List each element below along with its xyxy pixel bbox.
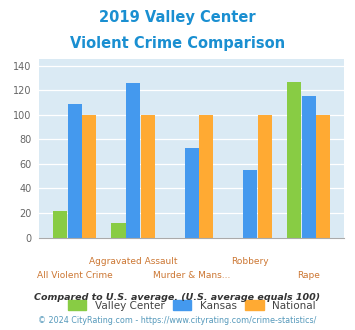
Text: Robbery: Robbery — [231, 257, 269, 266]
Bar — [53, 211, 67, 238]
Legend: Valley Center, Kansas, National: Valley Center, Kansas, National — [64, 296, 320, 315]
Bar — [185, 148, 199, 238]
Text: Violent Crime Comparison: Violent Crime Comparison — [70, 36, 285, 51]
Text: All Violent Crime: All Violent Crime — [37, 271, 113, 280]
Text: Rape: Rape — [297, 271, 320, 280]
Text: Murder & Mans...: Murder & Mans... — [153, 271, 230, 280]
Bar — [82, 115, 96, 238]
Text: 2019 Valley Center: 2019 Valley Center — [99, 10, 256, 25]
Bar — [287, 82, 301, 238]
Text: Compared to U.S. average. (U.S. average equals 100): Compared to U.S. average. (U.S. average … — [34, 293, 321, 302]
Bar — [141, 115, 155, 238]
Bar — [67, 104, 82, 238]
Bar — [199, 115, 213, 238]
Bar — [243, 170, 257, 238]
Text: Aggravated Assault: Aggravated Assault — [89, 257, 178, 266]
Bar — [316, 115, 331, 238]
Bar — [302, 96, 316, 238]
Text: © 2024 CityRating.com - https://www.cityrating.com/crime-statistics/: © 2024 CityRating.com - https://www.city… — [38, 316, 317, 325]
Bar — [258, 115, 272, 238]
Bar — [126, 83, 140, 238]
Bar — [111, 223, 126, 238]
